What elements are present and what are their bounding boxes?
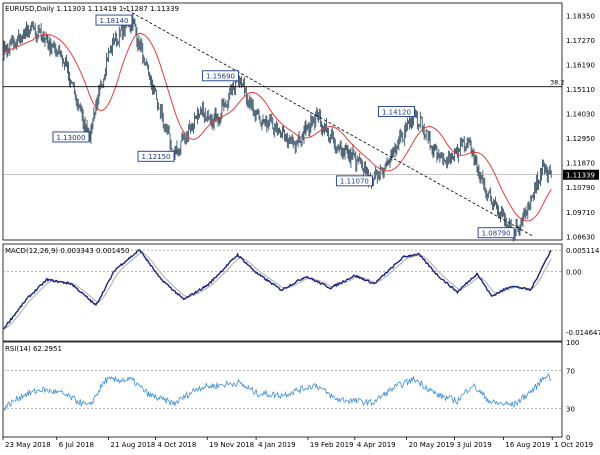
price-y-tick-7: 1.10790 — [566, 184, 595, 192]
annotation-label-2: 1.13000 — [57, 134, 86, 142]
annotation-box-5 — [335, 175, 373, 187]
price-panel: 38.2 1.18140 1.15690 1.13000 1.12150 1.14120 1… — [2, 2, 599, 241]
fib-level-label: 38.2 — [550, 79, 564, 87]
sma-line — [2, 32, 552, 222]
macd-y-tick-0: 0.005114 — [566, 247, 600, 255]
annotation-box-1 — [202, 70, 239, 82]
trendline — [123, 7, 534, 237]
x-tick-label-1: 6 Jul 2018 — [59, 441, 94, 449]
x-tick-label-2: 21 Aug 2018 — [111, 441, 156, 449]
rsi-y-tick-3: 0 — [566, 434, 570, 442]
macd-panel: 0.005114 0.00 -0.014647 MACD(12,26,9) 0.003… — [2, 243, 600, 342]
rsi-panel: 100 70 30 0 RSI(14) 62.2951 — [2, 339, 579, 442]
price-y-tick-9: 1.08630 — [566, 233, 595, 241]
macd-panel-frame — [2, 243, 563, 342]
price-y-tick-5: 1.12950 — [566, 135, 595, 143]
current-price-label: 1.11339 — [566, 172, 595, 180]
x-tick-label-10: 16 Aug 2019 — [505, 441, 550, 449]
price-y-tick-6: 1.11870 — [566, 160, 595, 168]
annotation-label-0: 1.18140 — [100, 17, 129, 25]
x-tick-label-11: 1 Oct 2019 — [554, 441, 593, 449]
x-axis: 23 May 2018 6 Jul 2018 21 Aug 2018 4 Oct 20… — [2, 437, 593, 449]
x-tick-label-3: 4 Oct 2018 — [157, 441, 196, 449]
price-y-tick-0: 1.18350 — [566, 12, 595, 20]
macd-line — [2, 249, 552, 330]
macd-y-tick-2: -0.014647 — [566, 329, 600, 337]
macd-title: MACD(12,26,9) 0.003343 0.001450 — [5, 247, 129, 255]
x-tick-label-0: 23 May 2018 — [5, 441, 51, 449]
rsi-panel-frame — [2, 341, 563, 438]
annotation-label-1: 1.15690 — [206, 73, 235, 81]
price-y-tick-4: 1.14030 — [566, 111, 595, 119]
annotation-label-6: 1.08790 — [482, 230, 511, 238]
annotation-label-3: 1.12150 — [142, 153, 171, 161]
current-price-box — [563, 169, 599, 180]
rsi-y-tick-1: 70 — [566, 368, 575, 376]
x-tick-label-6: 19 Feb 2019 — [310, 441, 354, 449]
price-panel-frame — [2, 2, 563, 241]
rsi-title: RSI(14) 62.2951 — [5, 345, 62, 353]
macd-y-tick-1: 0.00 — [566, 268, 582, 276]
annotation-label-4: 1.14120 — [382, 108, 411, 116]
x-tick-label-7: 4 Apr 2019 — [357, 441, 396, 449]
x-tick-label-8: 20 May 2019 — [409, 441, 455, 449]
price-y-tick-2: 1.16190 — [566, 61, 595, 69]
annotation-box-3 — [137, 150, 175, 162]
annotation-box-2 — [52, 131, 90, 143]
x-tick-label-9: 3 Jul 2019 — [457, 441, 492, 449]
rsi-y-tick-0: 100 — [566, 339, 579, 347]
annotation-box-0 — [95, 14, 133, 26]
x-tick-label-4: 19 Nov 2018 — [209, 441, 254, 449]
price-y-tick-8: 1.09710 — [566, 209, 595, 217]
annotation-box-6 — [477, 227, 515, 239]
price-y-tick-1: 1.17270 — [566, 37, 595, 45]
rsi-y-tick-2: 30 — [566, 406, 575, 414]
annotation-box-4 — [377, 106, 415, 117]
x-tick-label-5: 4 Jan 2019 — [258, 441, 296, 449]
rsi-line — [2, 372, 552, 412]
annotation-label-5: 1.11070 — [340, 178, 369, 186]
price-title: EURUSD,Daily 1.11303 1.11419 1.11287 1.1… — [5, 5, 179, 13]
macd-signal-line — [2, 252, 552, 330]
price-y-tick-3: 1.15110 — [566, 86, 595, 94]
